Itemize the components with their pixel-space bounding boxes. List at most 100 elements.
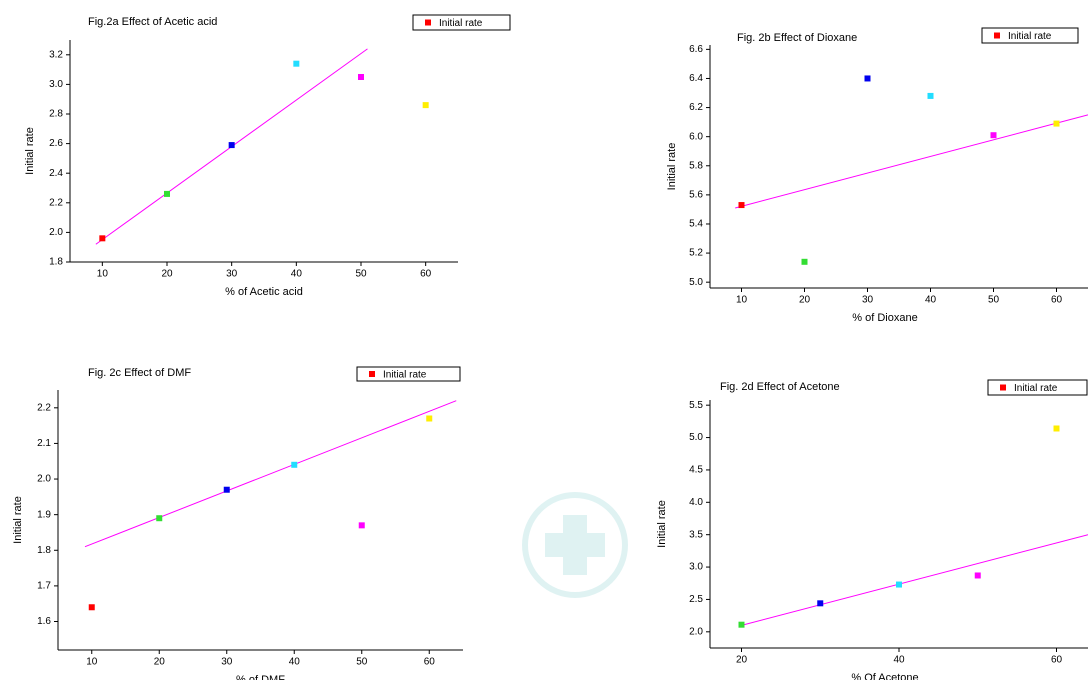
- legend-label: Initial rate: [439, 18, 483, 29]
- point: [156, 515, 162, 521]
- y-tick-label: 5.2: [689, 248, 703, 259]
- point: [359, 522, 365, 528]
- y-axis-label: Initial rate: [666, 143, 678, 191]
- chart-title: Fig. 2b Effect of Dioxane: [737, 32, 857, 44]
- fit-line: [735, 115, 1088, 208]
- x-tick-label: 30: [221, 657, 233, 668]
- legend-marker: [425, 20, 431, 26]
- y-tick-label: 6.6: [689, 44, 703, 55]
- x-tick-label: 60: [1051, 655, 1063, 666]
- x-tick-label: 60: [424, 657, 436, 668]
- point: [358, 74, 364, 80]
- x-tick-label: 20: [161, 269, 173, 280]
- x-axis-label: % of DMF: [236, 674, 285, 680]
- x-tick-label: 20: [154, 657, 166, 668]
- y-tick-label: 5.8: [689, 160, 703, 171]
- point: [99, 235, 105, 241]
- point: [865, 75, 871, 81]
- chart-title: Fig.2a Effect of Acetic acid: [88, 16, 217, 28]
- x-tick-label: 20: [736, 655, 748, 666]
- y-tick-label: 3.2: [49, 49, 63, 60]
- y-tick-label: 2.0: [37, 474, 51, 485]
- y-tick-label: 1.7: [37, 581, 51, 592]
- legend-label: Initial rate: [1008, 31, 1052, 42]
- x-axis-label: % of Dioxane: [852, 312, 917, 324]
- y-tick-label: 1.6: [37, 616, 51, 627]
- x-tick-label: 30: [226, 269, 238, 280]
- point: [291, 462, 297, 468]
- y-tick-label: 6.4: [689, 73, 703, 84]
- y-tick-label: 2.5: [689, 594, 703, 605]
- y-tick-label: 2.1: [37, 438, 51, 449]
- point: [164, 191, 170, 197]
- x-tick-label: 40: [925, 295, 937, 306]
- y-tick-label: 1.9: [37, 509, 51, 520]
- y-axis-label: Initial rate: [24, 127, 36, 175]
- x-tick-label: 10: [736, 295, 748, 306]
- point: [224, 487, 230, 493]
- point: [423, 102, 429, 108]
- y-tick-label: 2.0: [689, 626, 703, 637]
- y-tick-label: 4.5: [689, 465, 703, 476]
- x-tick-label: 50: [355, 269, 367, 280]
- y-tick-label: 1.8: [37, 545, 51, 556]
- y-tick-label: 2.8: [49, 109, 63, 120]
- chart-title: Fig. 2c Effect of DMF: [88, 367, 191, 379]
- y-tick-label: 1.8: [49, 257, 63, 268]
- fit-line: [85, 401, 456, 547]
- y-tick-label: 2.0: [49, 227, 63, 238]
- y-tick-label: 2.4: [49, 168, 63, 179]
- point: [426, 415, 432, 421]
- figure: Fig.2a Effect of Acetic acid 1.8 2.0 2.2 2.4…: [0, 0, 1088, 680]
- x-axis-label: % of Acetic acid: [225, 286, 303, 298]
- fit-line: [742, 535, 1088, 626]
- legend-marker: [1000, 385, 1006, 391]
- point: [896, 582, 902, 588]
- point: [293, 61, 299, 67]
- point: [802, 259, 808, 265]
- y-tick-label: 5.6: [689, 190, 703, 201]
- x-tick-label: 10: [97, 269, 109, 280]
- x-tick-label: 40: [893, 655, 905, 666]
- x-tick-label: 30: [862, 295, 874, 306]
- x-tick-label: 10: [86, 657, 98, 668]
- point: [1054, 425, 1060, 431]
- point: [1054, 121, 1060, 127]
- y-tick-label: 5.0: [689, 277, 703, 288]
- x-axis-label: % Of Acetone: [851, 672, 918, 680]
- legend-marker: [369, 371, 375, 377]
- y-tick-label: 3.5: [689, 529, 703, 540]
- point: [739, 622, 745, 628]
- point: [739, 202, 745, 208]
- y-tick-label: 5.4: [689, 219, 703, 230]
- y-tick-label: 6.0: [689, 131, 703, 142]
- point: [991, 132, 997, 138]
- point: [817, 600, 823, 606]
- point: [928, 93, 934, 99]
- point: [89, 604, 95, 610]
- y-tick-label: 5.5: [689, 400, 703, 411]
- y-axis-label: Initial rate: [12, 496, 24, 544]
- y-tick-label: 3.0: [49, 79, 63, 90]
- watermark: [525, 495, 625, 595]
- legend-label: Initial rate: [1014, 383, 1058, 394]
- x-tick-label: 50: [356, 657, 368, 668]
- legend-label: Initial rate: [383, 370, 427, 381]
- y-tick-label: 2.2: [37, 402, 51, 413]
- y-tick-label: 2.6: [49, 138, 63, 149]
- x-tick-label: 60: [420, 269, 432, 280]
- y-tick-label: 4.0: [689, 497, 703, 508]
- chart-title: Fig. 2d Effect of Acetone: [720, 381, 840, 393]
- x-tick-label: 40: [289, 657, 301, 668]
- y-axis-label: Initial rate: [656, 500, 668, 548]
- y-tick-label: 3.0: [689, 562, 703, 573]
- legend-marker: [994, 33, 1000, 39]
- point: [229, 142, 235, 148]
- y-tick-label: 2.2: [49, 197, 63, 208]
- x-tick-label: 60: [1051, 295, 1063, 306]
- x-tick-label: 50: [988, 295, 1000, 306]
- y-tick-label: 6.2: [689, 102, 703, 113]
- x-tick-label: 40: [291, 269, 303, 280]
- x-tick-label: 20: [799, 295, 811, 306]
- y-tick-label: 5.0: [689, 432, 703, 443]
